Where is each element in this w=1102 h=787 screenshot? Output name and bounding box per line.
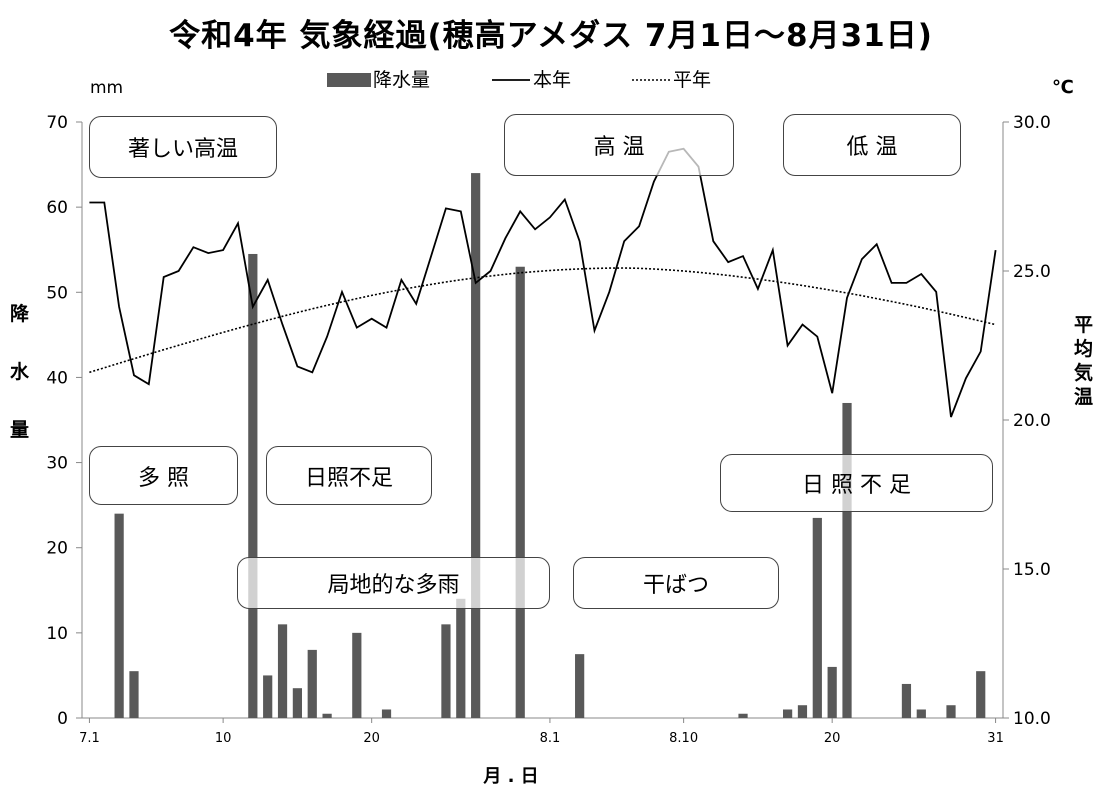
left-tick-label: 30 [46, 454, 68, 474]
precip-bar [738, 713, 748, 718]
annotation-drought: 干ばつ [573, 557, 779, 609]
precip-bar [114, 513, 124, 718]
x-tick-label: 20 [824, 731, 841, 746]
x-tick-label: 7.1 [79, 731, 100, 746]
chart-title: 令和4年 気象経過(穂高アメダス 7月1日～8月31日) [169, 18, 933, 54]
precip-bar [946, 705, 956, 718]
precip-bar [515, 266, 525, 718]
annotation-high-temp: 高 温 [504, 114, 734, 176]
precip-bar [916, 709, 926, 718]
precip-bar [812, 517, 822, 718]
right-unit-label: ℃ [1052, 77, 1074, 98]
right-tick-label: 15.0 [1013, 560, 1051, 580]
annotation-low-temp: 低 温 [783, 114, 961, 176]
x-tick-label: 10 [215, 731, 232, 746]
precip-bar [248, 253, 258, 718]
legend-precip-label: 降水量 [373, 69, 430, 91]
right-tick-label: 20.0 [1013, 411, 1051, 431]
right-axis-label-char: 均 [1074, 337, 1093, 360]
precip-bar [307, 649, 317, 718]
precip-bar [129, 671, 139, 718]
precip-bar [575, 654, 585, 718]
current-temperature-line [89, 147, 997, 418]
x-tick-label: 20 [363, 731, 380, 746]
x-tick-label: 8.1 [540, 731, 561, 746]
precip-bar [277, 624, 288, 718]
left-tick-label: 0 [57, 709, 68, 729]
left-tick-label: 70 [46, 113, 68, 133]
left-tick-label: 40 [46, 368, 68, 388]
left-tick-label: 60 [46, 198, 68, 218]
left-axis-label-char: 降 [10, 302, 30, 325]
normal-temperature-line [89, 267, 996, 374]
right-tick-label: 30.0 [1013, 113, 1051, 133]
right-tick-label: 25.0 [1013, 262, 1051, 282]
left-tick-label: 20 [46, 539, 68, 559]
legend-temp-label: 本年 [533, 69, 571, 91]
left-unit-label: mm [90, 78, 123, 98]
left-tick-label: 50 [46, 283, 68, 303]
precip-bar [827, 666, 837, 718]
annotation-low-sunshine-2: 日 照 不 足 [720, 454, 993, 512]
right-axis-label-char: 温 [1074, 386, 1093, 408]
precip-bar [782, 709, 793, 718]
precip-bar [292, 688, 303, 718]
precip-bar [263, 675, 273, 718]
precip-bar [381, 709, 392, 718]
precip-bar [441, 624, 451, 718]
left-axis-label-char: 量 [10, 419, 29, 441]
precip-bar [976, 671, 986, 718]
precip-bar [352, 632, 362, 718]
precip-bar [322, 713, 332, 718]
annotation-local-heavy-rain: 局地的な多雨 [237, 557, 550, 609]
left-tick-label: 10 [46, 624, 68, 644]
annotation-sunny: 多 照 [89, 446, 238, 505]
precip-bar [842, 402, 852, 718]
annotation-low-sunshine-1: 日照不足 [266, 446, 432, 505]
left-axis-label-char: 水 [10, 361, 30, 383]
right-axis-label-char: 平 [1074, 314, 1093, 336]
annotation-extreme-heat: 著しい高温 [89, 116, 277, 178]
legend-precip-swatch [327, 73, 371, 87]
x-axis-label: 月 . 日 [482, 766, 538, 787]
legend-normal-label: 平年 [673, 69, 711, 91]
precip-bar [456, 598, 466, 718]
right-tick-label: 10.0 [1013, 709, 1051, 729]
x-tick-label: 8.10 [669, 731, 698, 746]
x-tick-label: 31 [987, 731, 1004, 746]
precip-bar [901, 683, 912, 718]
precip-bar [471, 173, 481, 719]
right-axis-label-char: 気 [1074, 361, 1093, 384]
precip-bar [797, 705, 808, 718]
